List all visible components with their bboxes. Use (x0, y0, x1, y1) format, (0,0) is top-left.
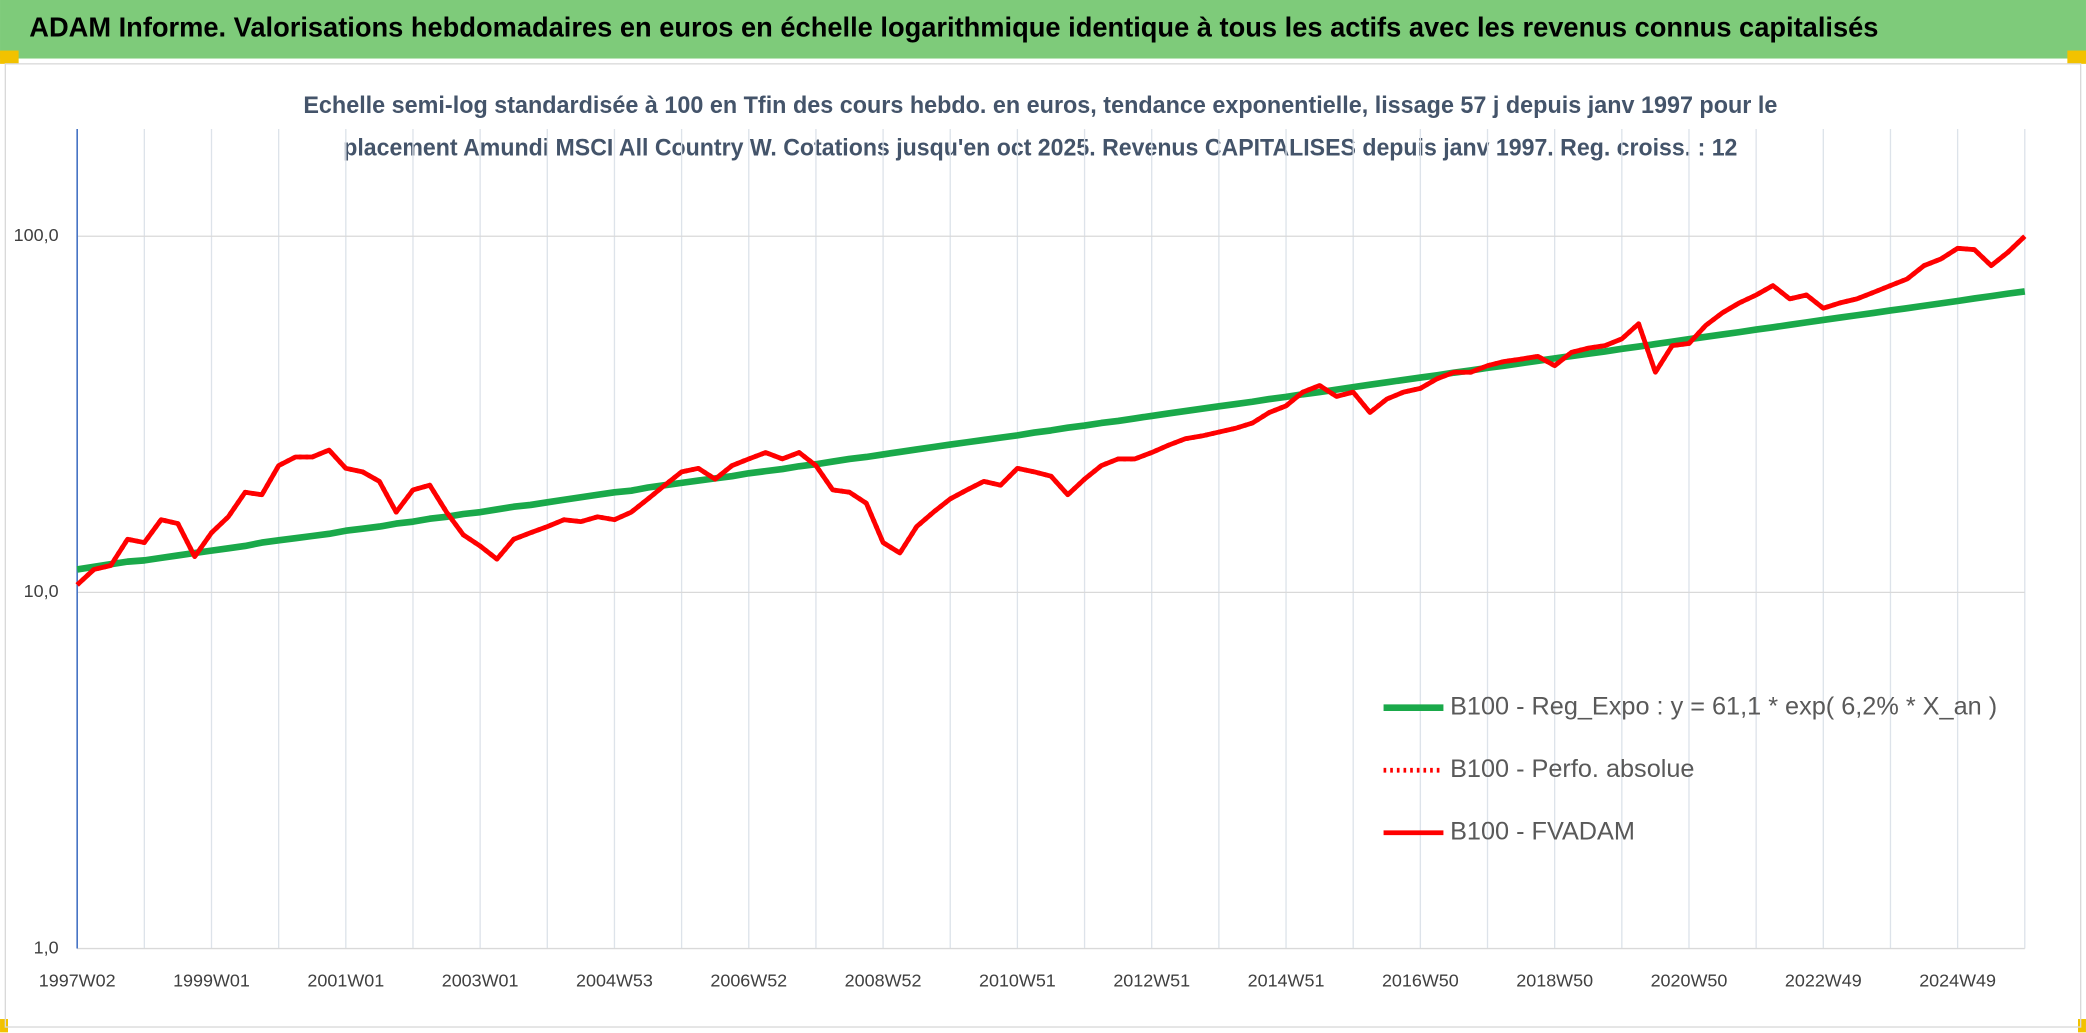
x-tick-label: 1999W01 (173, 971, 250, 991)
chart-subtitle: Echelle semi-log standardisée à 100 en T… (303, 92, 1777, 119)
x-tick-label: 2003W01 (442, 971, 519, 991)
x-tick-label: 2010W51 (979, 971, 1056, 991)
x-tick-label: 2004W53 (576, 971, 653, 991)
x-tick-label: 1997W02 (39, 971, 116, 991)
chart-title: ADAM Informe. Valorisations hebdomadaire… (29, 12, 1878, 43)
grid: 1997W02 1999W01 2001W01 2003W01 2004W53 2006W… (14, 129, 2026, 991)
x-tick-label: 2008W52 (845, 971, 922, 991)
x-tick-label: 2001W01 (307, 971, 384, 991)
y-tick-label: 10,0 (24, 581, 59, 601)
legend-label: B100 - FVADAM (1450, 817, 1635, 845)
title-banner (0, 0, 2086, 59)
plot (75, 234, 2027, 587)
y-tick-label: 1,0 (34, 937, 59, 957)
corner-mark (0, 1019, 9, 1033)
legend-label: B100 - Reg_Expo : y = 61,1 * exp( 6,2% *… (1450, 692, 1997, 720)
x-tick-label: 2022W49 (1785, 971, 1862, 991)
x-tick-label: 2014W51 (1248, 971, 1325, 991)
legend: B100 - Reg_Expo : y = 61,1 * exp( 6,2% *… (1383, 692, 1997, 845)
chart-frame (4, 63, 2082, 1028)
corner-mark (0, 50, 19, 64)
legend-label: B100 - Perfo. absolue (1450, 755, 1694, 783)
y-tick-label: 100,0 (14, 225, 59, 245)
x-tick-label: 2020W50 (1651, 971, 1728, 991)
x-tick-label: 2012W51 (1113, 971, 1190, 991)
corner-mark (2077, 1019, 2086, 1033)
series-line (75, 234, 2027, 587)
x-tick-label: 2024W49 (1919, 971, 1996, 991)
series-line (76, 288, 2026, 573)
x-tick-label: 2006W52 (710, 971, 787, 991)
x-tick-label: 2018W50 (1516, 971, 1593, 991)
x-tick-label: 2016W50 (1382, 971, 1459, 991)
corner-mark (2067, 50, 2086, 64)
chart-subtitle: placement Amundi MSCI All Country W. Cot… (343, 134, 1737, 161)
